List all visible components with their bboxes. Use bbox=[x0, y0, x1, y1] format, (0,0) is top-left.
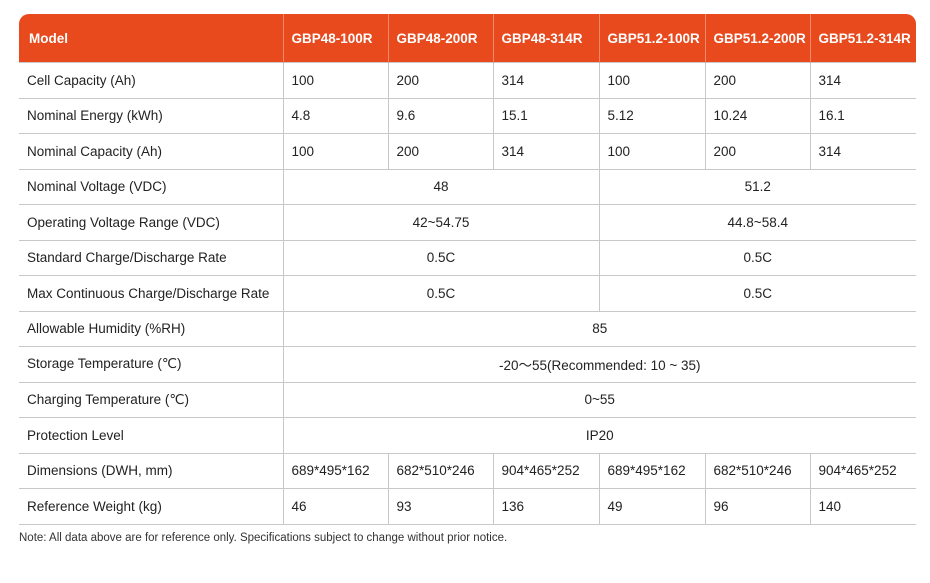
header-row: Model GBP48-100R GBP48-200R GBP48-314R G… bbox=[19, 14, 916, 63]
table-cell: 46 bbox=[282, 488, 388, 525]
table-cell: 904*465*252 bbox=[492, 453, 599, 489]
row-label: Cell Capacity (Ah) bbox=[19, 62, 283, 99]
table-cell: 140 bbox=[809, 488, 916, 525]
row-label: Operating Voltage Range (VDC) bbox=[19, 204, 283, 241]
row-label: Reference Weight (kg) bbox=[19, 488, 283, 525]
table-cell: 314 bbox=[492, 133, 599, 170]
table-row: Nominal Energy (kWh) 4.8 9.6 15.1 5.12 1… bbox=[19, 98, 916, 134]
table-cell: 682*510*246 bbox=[387, 453, 493, 489]
table-cell: 200 bbox=[387, 133, 493, 170]
table-cell: 85 bbox=[282, 311, 916, 347]
table-cell: 0.5C bbox=[598, 275, 916, 312]
table-cell: 44.8~58.4 bbox=[598, 204, 916, 241]
table-cell: 15.1 bbox=[492, 98, 599, 134]
row-label: Nominal Energy (kWh) bbox=[19, 98, 283, 134]
table-row: Max Continuous Charge/Discharge Rate 0.5… bbox=[19, 275, 916, 312]
table-cell: 96 bbox=[704, 488, 810, 525]
header-gbp51-2-314r: GBP51.2-314R bbox=[809, 14, 916, 63]
row-label: Nominal Capacity (Ah) bbox=[19, 133, 283, 170]
header-gbp48-314r: GBP48-314R bbox=[492, 14, 599, 63]
table-cell: 9.6 bbox=[387, 98, 493, 134]
table-cell: 0.5C bbox=[282, 275, 599, 312]
table-row: Reference Weight (kg) 46 93 136 49 96 14… bbox=[19, 488, 916, 525]
table-row: Operating Voltage Range (VDC) 42~54.75 4… bbox=[19, 204, 916, 241]
row-label: Allowable Humidity (%RH) bbox=[19, 311, 283, 347]
table-row: Dimensions (DWH, mm) 689*495*162 682*510… bbox=[19, 453, 916, 489]
table-cell: 314 bbox=[492, 62, 599, 99]
disclaimer-note: Note: All data above are for reference o… bbox=[19, 532, 508, 544]
table-row: Standard Charge/Discharge Rate 0.5C 0.5C bbox=[19, 240, 916, 276]
table-cell: 0.5C bbox=[282, 240, 599, 276]
table-cell: 49 bbox=[598, 488, 705, 525]
row-label: Max Continuous Charge/Discharge Rate bbox=[19, 275, 283, 312]
row-label: Standard Charge/Discharge Rate bbox=[19, 240, 283, 276]
row-label: Dimensions (DWH, mm) bbox=[19, 453, 283, 489]
table-cell: 904*465*252 bbox=[809, 453, 916, 489]
table-cell: 200 bbox=[704, 133, 810, 170]
table-cell: 200 bbox=[704, 62, 810, 99]
table-cell: 51.2 bbox=[598, 169, 916, 205]
table-row: Nominal Capacity (Ah) 100 200 314 100 20… bbox=[19, 133, 916, 170]
table-cell: 48 bbox=[282, 169, 599, 205]
header-gbp48-100r: GBP48-100R bbox=[282, 14, 388, 63]
table-cell: 100 bbox=[598, 62, 705, 99]
table-cell: 100 bbox=[282, 62, 388, 99]
row-label: Charging Temperature (℃) bbox=[19, 382, 283, 418]
table-cell: 5.12 bbox=[598, 98, 705, 134]
row-label: Storage Temperature (℃) bbox=[19, 346, 283, 383]
table-cell: 0~55 bbox=[282, 382, 916, 418]
table-cell: 0.5C bbox=[598, 240, 916, 276]
table-row: Cell Capacity (Ah) 100 200 314 100 200 3… bbox=[19, 62, 916, 99]
table-cell: 100 bbox=[282, 133, 388, 170]
table-cell: 689*495*162 bbox=[282, 453, 388, 489]
table-cell: 689*495*162 bbox=[598, 453, 705, 489]
table-row: Nominal Voltage (VDC) 48 51.2 bbox=[19, 169, 916, 205]
table-cell: 314 bbox=[809, 62, 916, 99]
table-row: Charging Temperature (℃) 0~55 bbox=[19, 382, 916, 418]
table-cell: 200 bbox=[387, 62, 493, 99]
header-gbp48-200r: GBP48-200R bbox=[387, 14, 493, 63]
table-cell: 136 bbox=[492, 488, 599, 525]
table-cell: 4.8 bbox=[282, 98, 388, 134]
table-cell: -20～55(Recommended: 10 ~ 35) bbox=[282, 346, 916, 383]
table-cell: 16.1 bbox=[809, 98, 916, 134]
table-cell: 682*510*246 bbox=[704, 453, 810, 489]
spec-table: Model GBP48-100R GBP48-200R GBP48-314R G… bbox=[19, 14, 916, 525]
table-cell: 100 bbox=[598, 133, 705, 170]
header-gbp51-2-200r: GBP51.2-200R bbox=[704, 14, 810, 63]
table-row: Storage Temperature (℃) -20～55(Recommend… bbox=[19, 346, 916, 383]
table-cell: IP20 bbox=[282, 417, 916, 454]
table-row: Protection Level IP20 bbox=[19, 417, 916, 454]
spec-table-container: Model GBP48-100R GBP48-200R GBP48-314R G… bbox=[19, 14, 916, 525]
table-cell: 314 bbox=[809, 133, 916, 170]
row-label: Protection Level bbox=[19, 417, 283, 454]
header-gbp51-2-100r: GBP51.2-100R bbox=[598, 14, 705, 63]
row-label: Nominal Voltage (VDC) bbox=[19, 169, 283, 205]
table-row: Allowable Humidity (%RH) 85 bbox=[19, 311, 916, 347]
table-cell: 10.24 bbox=[704, 98, 810, 134]
table-cell: 42~54.75 bbox=[282, 204, 599, 241]
table-cell: 93 bbox=[387, 488, 493, 525]
header-model: Model bbox=[19, 14, 283, 63]
